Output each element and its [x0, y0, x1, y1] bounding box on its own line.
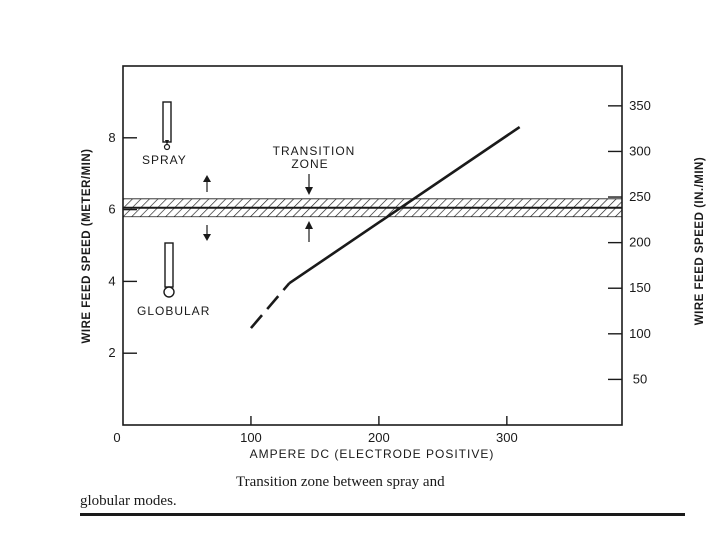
data-line-dashed: [249, 282, 291, 329]
y-axis-right-label: WIRE FEED SPEED (IN./MIN): [694, 157, 706, 325]
y-left-tick-label: 4: [108, 273, 115, 288]
globular-electrode-icon: [163, 242, 175, 298]
y-right-tick-label: 300: [629, 143, 651, 158]
y-right-tick-label: 350: [629, 98, 651, 113]
spray-arrow-down-icon: [203, 225, 211, 241]
y-left-tick-label: 8: [108, 130, 115, 145]
data-line-solid: [288, 125, 521, 285]
x-tick-label: 200: [368, 430, 390, 445]
caption-line-1: Transition zone between spray and: [236, 474, 445, 490]
y-left-tick-label: 2: [108, 345, 115, 360]
spray-electrode-icon: [162, 101, 172, 151]
x-axis-label: AMPERE DC (ELECTRODE POSITIVE): [250, 447, 495, 461]
spray-arrow-up-icon: [203, 175, 211, 192]
transition-label-line2: ZONE: [291, 157, 328, 171]
caption-line-2: globular modes.: [80, 493, 177, 509]
y-right-tick-label: 250: [629, 189, 651, 204]
caption-rule: [80, 513, 685, 516]
x-tick-label: 0: [113, 430, 120, 445]
y-right-tick-label: 50: [633, 371, 647, 386]
y-right-tick-label: 150: [629, 280, 651, 295]
globular-label: GLOBULAR: [137, 304, 210, 318]
x-tick-label: 300: [496, 430, 518, 445]
plot-frame: [122, 65, 623, 426]
y-axis-left-label: WIRE FEED SPEED (METER/MIN): [81, 149, 93, 344]
transition-arrow-up-icon: [305, 221, 313, 242]
y-left-tick-label: 6: [108, 202, 115, 217]
spray-label: SPRAY: [142, 153, 187, 167]
y-right-tick-label: 100: [629, 326, 651, 341]
x-tick-label: 100: [240, 430, 262, 445]
transition-arrow-down-icon: [305, 174, 313, 195]
transition-label-line1: TRANSITION: [273, 144, 356, 158]
y-right-tick-label: 200: [629, 235, 651, 250]
